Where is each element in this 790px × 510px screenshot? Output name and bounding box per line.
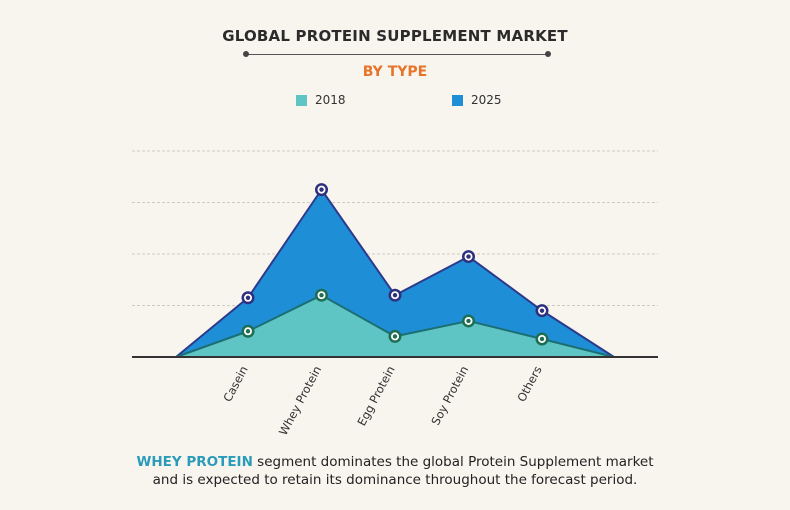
gridlines [132,150,658,306]
x-tick-label: Casein [220,363,251,404]
marker-center-2018 [245,329,251,334]
chart-subtitle: BY TYPE [362,64,428,80]
marker-center-2025 [245,295,251,300]
caption-line-2: and is expected to retain its dominance … [152,472,638,488]
divider-dot-right [545,51,551,57]
divider-dot-left [243,51,249,57]
marker-center-2025 [319,187,324,192]
legend-item-2018: 2018 [296,92,346,108]
chart-title: GLOBAL PROTEIN SUPPLEMENT MARKET [222,27,568,45]
title-divider [243,51,551,57]
x-tick-label: Egg Protein [354,363,397,428]
area-series-2018 [176,295,614,357]
marker-center-2018 [466,318,471,324]
legend-item-2025: 2025 [452,92,502,108]
chart-caption: WHEY PROTEIN segment dominates the globa… [0,453,790,489]
x-tick-label: Soy Protein [428,363,471,427]
caption-highlight: WHEY PROTEIN [136,454,253,470]
legend-label-2025: 2025 [471,93,502,107]
legend-label-2018: 2018 [315,93,346,107]
x-tick-label: Others [514,363,545,404]
marker-center-2018 [392,334,398,339]
marker-center-2018 [539,336,545,342]
marker-center-2025 [392,293,398,298]
x-tick-label: Whey Protein [276,363,324,437]
caption-line-1: WHEY PROTEIN segment dominates the globa… [0,453,790,471]
series-markers [241,183,549,346]
legend-swatch-2018 [296,94,307,106]
marker-center-2025 [466,254,471,259]
marker-center-2025 [539,308,545,313]
x-tick-labels: Casein Whey Protein Egg Protein Soy Protein… [220,363,545,437]
marker-center-2018 [319,293,324,298]
legend-swatch-2025 [452,94,463,106]
caption-line-1-text: segment dominates the global Protein Sup… [252,454,654,470]
